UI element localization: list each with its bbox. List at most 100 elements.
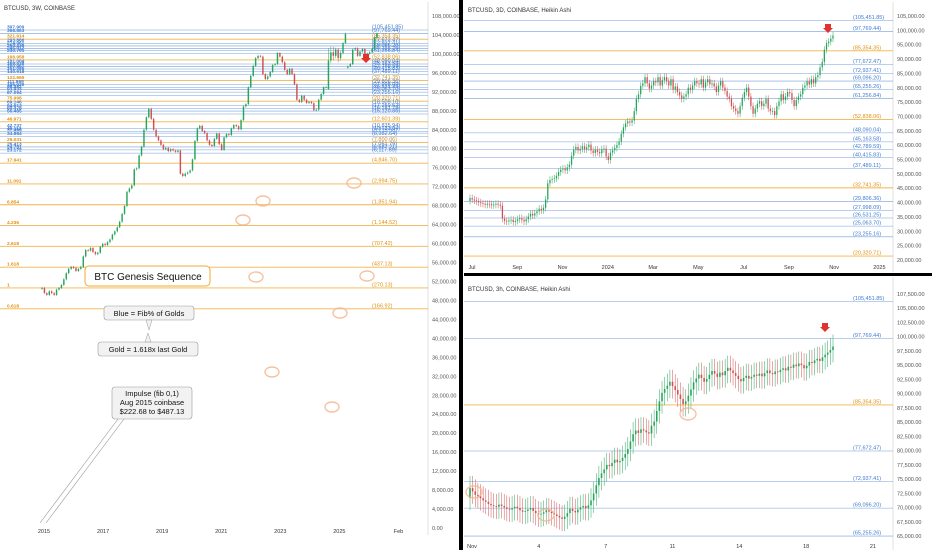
candle-body	[237, 126, 240, 130]
candle-body	[101, 243, 104, 247]
fib-level-price: (65,255.26)	[853, 531, 881, 537]
candle-body	[235, 125, 237, 127]
fib-level-ratio: 2.618	[7, 241, 19, 247]
candle-body	[55, 289, 58, 295]
candle-body	[538, 208, 540, 212]
candle-body	[721, 372, 724, 376]
y-tick-label: 52,000.00	[432, 279, 456, 285]
y-tick-label: 97,500.00	[897, 349, 921, 355]
candle-body	[769, 370, 771, 374]
fib-level-ratio: 160.961	[7, 64, 25, 70]
candle-body	[719, 372, 721, 377]
candle-body	[354, 48, 356, 50]
candle-body	[815, 77, 817, 84]
candle-body	[511, 508, 513, 510]
candle-body	[742, 377, 745, 382]
candle-body	[339, 52, 342, 59]
y-tick-label: 80,000.00	[432, 147, 456, 153]
candle-body	[708, 374, 711, 380]
candle-body	[126, 191, 128, 206]
candle-body	[674, 86, 676, 90]
fib-level-ratio: 274.961	[7, 40, 25, 46]
candle-body	[611, 150, 614, 153]
chart-title: BTCUSD, 3W, COINBASE	[4, 6, 75, 12]
y-tick-label: 20,000.00	[432, 431, 456, 437]
highlight-circle	[465, 485, 483, 499]
candle-body	[793, 100, 795, 107]
candle-body	[128, 188, 131, 192]
fib-level-ratio: 40.113	[7, 126, 22, 132]
candle-body	[659, 77, 661, 86]
candle-body	[298, 99, 301, 102]
candle-body	[799, 94, 802, 97]
candle-body	[471, 488, 474, 492]
candle-body	[722, 81, 724, 88]
candle-body	[627, 121, 629, 124]
candle-body	[650, 425, 653, 434]
candle-body	[569, 508, 571, 514]
candle-body	[734, 373, 737, 376]
y-tick-label: 8,000.00	[432, 488, 453, 494]
fib-level-price: (37,489.11)	[372, 69, 400, 75]
candle-body	[767, 98, 769, 109]
y-tick-label: 95,000.00	[897, 43, 921, 49]
candle-body	[571, 508, 574, 511]
candle-body	[50, 291, 53, 294]
candle-body	[514, 220, 517, 222]
candle-body	[233, 125, 235, 129]
fib-level-price: (105,451.85)	[853, 296, 884, 302]
fib-level-price: (40,415.83)	[372, 66, 400, 72]
candle-body	[553, 178, 555, 180]
candle-body	[769, 108, 771, 112]
y-tick-label: 95,000.00	[897, 363, 921, 369]
fib-level-price: (61,256.84)	[853, 93, 881, 99]
fib-level-ratio: 34.884	[7, 131, 22, 137]
x-tick-label: 18	[803, 544, 809, 550]
candle-body	[695, 378, 698, 383]
candle-body	[729, 367, 732, 371]
candle-body	[694, 81, 696, 86]
candle-body	[293, 74, 296, 85]
candle-body	[75, 267, 77, 271]
y-tick-label: 60,000.00	[432, 242, 456, 248]
candle-body	[802, 87, 804, 95]
candle-body	[819, 67, 821, 76]
candle-body	[313, 103, 315, 111]
fib-level-price: (10,133.04)	[372, 126, 400, 132]
candle-body	[477, 201, 480, 203]
y-tick-label: 65,000.00	[897, 129, 921, 135]
candle-body	[745, 375, 747, 378]
candle-body	[521, 510, 524, 512]
candle-body	[500, 504, 503, 507]
candle-body	[648, 432, 650, 434]
x-tick-label: 2025	[873, 265, 885, 271]
candle-body	[310, 101, 313, 104]
fib-level-price: (45,163.58)	[853, 136, 881, 142]
candle-body	[482, 498, 484, 501]
y-tick-label: 72,500.00	[897, 491, 921, 497]
x-tick-label: 7	[604, 544, 607, 550]
candle-body	[506, 220, 508, 222]
impulse-note-line: Impulse (fib 0,1)	[125, 389, 179, 398]
candle-body	[598, 151, 601, 154]
candle-body	[216, 133, 218, 139]
candle-body	[817, 75, 819, 78]
candle-body	[220, 144, 223, 150]
candle-body	[189, 170, 191, 173]
candle-body	[724, 370, 726, 376]
candle-body	[213, 138, 216, 147]
candle-body	[745, 87, 748, 93]
x-tick-label: 21	[870, 544, 876, 550]
candle-body	[605, 148, 607, 157]
candle-body	[177, 150, 179, 152]
candle-body	[691, 85, 694, 90]
candle-body	[741, 97, 743, 107]
candle-body	[320, 94, 322, 100]
candle-body	[254, 58, 257, 66]
candle-body	[179, 150, 182, 174]
candle-body	[561, 517, 563, 519]
candle-body	[544, 199, 547, 208]
highlight-circle	[346, 177, 362, 189]
fib-level-price: (25,063.70)	[372, 87, 400, 93]
fib-level-ratio: 293.866	[7, 38, 25, 44]
